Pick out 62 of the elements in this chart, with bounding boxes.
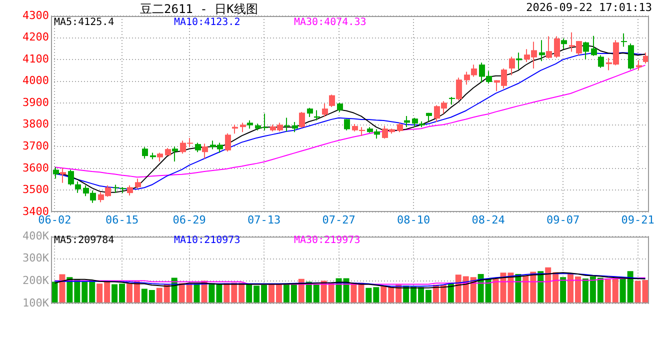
candlestick xyxy=(591,35,597,56)
candlestick xyxy=(412,117,418,128)
y-tick-label: 100K xyxy=(22,296,50,310)
candlestick xyxy=(53,166,59,180)
candlestick xyxy=(337,102,343,113)
chart-subtitle: 2026-09-22 17:01:13 xyxy=(526,1,652,14)
y-tick-label: 3900 xyxy=(22,96,49,109)
candlestick xyxy=(554,36,560,58)
candlestick xyxy=(546,36,552,59)
candlestick xyxy=(621,32,627,48)
candlestick xyxy=(329,94,335,108)
text: MA5:209784 xyxy=(54,235,116,247)
y-tick-label: 200K xyxy=(22,274,50,287)
candlestick xyxy=(202,143,208,160)
x-tick-label: 09-21 xyxy=(621,213,654,226)
candlestick xyxy=(292,122,298,133)
candlestick xyxy=(509,56,515,76)
candlestick xyxy=(284,117,290,132)
candlestick xyxy=(583,41,589,60)
candlestick xyxy=(68,169,74,186)
candlestick xyxy=(456,77,462,101)
candlestick xyxy=(240,122,246,133)
candlestick xyxy=(195,142,201,153)
x-tick-label: 08-10 xyxy=(396,213,430,226)
y-tick-label: 3600 xyxy=(22,161,49,174)
candlestick xyxy=(135,178,141,190)
x-tick-label: 08-24 xyxy=(472,213,506,226)
candlestick xyxy=(299,112,305,128)
y-tick-label: 3500 xyxy=(22,183,49,196)
candlestick xyxy=(397,122,403,133)
y-tick-label: 300K xyxy=(22,252,50,265)
y-tick-label: 4300 xyxy=(22,8,49,22)
candlestick xyxy=(142,146,148,160)
x-tick-label: 07-27 xyxy=(322,213,356,226)
x-tick-label: 06-15 xyxy=(105,213,139,226)
text: MA5:4125.4 xyxy=(54,17,116,29)
candlestick xyxy=(307,107,313,118)
y-tick-label: 4100 xyxy=(22,52,49,66)
candlestick xyxy=(75,181,81,194)
candlestick xyxy=(127,184,133,196)
y-tick-label: 3800 xyxy=(22,118,49,131)
y-tick-label: 4200 xyxy=(22,30,49,44)
candlestick xyxy=(344,118,350,131)
x-tick-label: 09-07 xyxy=(546,213,580,226)
candlestick xyxy=(60,168,66,184)
candlestick xyxy=(225,132,231,152)
text: MA10:210973 xyxy=(174,235,242,247)
candlestick xyxy=(598,54,604,68)
text: MA10:4123.2 xyxy=(174,17,242,29)
candlestick xyxy=(172,146,178,162)
y-tick-label: 4000 xyxy=(22,74,49,88)
x-tick-label: 07-13 xyxy=(247,213,281,226)
chart-title: 豆二2611 - 日K线图 xyxy=(140,1,258,18)
x-tick-label: 06-29 xyxy=(172,213,206,226)
text: MA30:4074.33 xyxy=(294,17,368,29)
candlestick xyxy=(628,42,634,70)
text: MA30:219973 xyxy=(294,235,362,247)
y-tick-label: 400K xyxy=(22,229,50,242)
candlestick xyxy=(322,103,328,118)
candlestick xyxy=(561,38,567,50)
candlestick xyxy=(636,60,642,71)
y-tick-label: 3700 xyxy=(22,140,49,153)
